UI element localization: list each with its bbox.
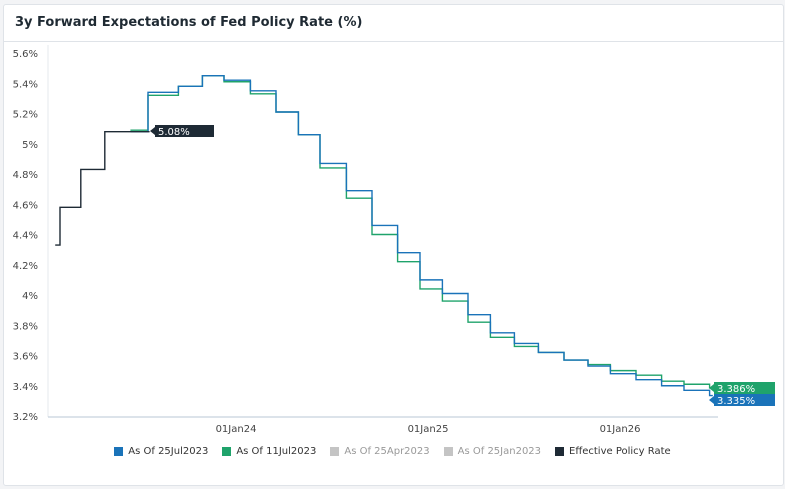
end-label-box <box>155 125 214 137</box>
series-line-as-of-11jul2023 <box>130 74 713 389</box>
end-label-text: 3.386% <box>717 384 755 395</box>
y-tick-label: 4.4% <box>13 231 38 242</box>
x-tick-label: 01Jan25 <box>408 424 449 435</box>
y-tick-label: 3.2% <box>13 412 38 423</box>
chart-card: 3y Forward Expectations of Fed Policy Ra… <box>3 4 784 486</box>
legend-swatch <box>555 447 565 456</box>
legend-label: As Of 25Apr2023 <box>344 446 430 457</box>
legend-item[interactable]: As Of 25Apr2023 <box>330 446 430 457</box>
end-label-box <box>714 382 775 394</box>
legend-label: As Of 25Jan2023 <box>457 446 542 457</box>
y-tick-label: 5.2% <box>13 110 38 121</box>
legend-swatch <box>222 447 232 456</box>
legend-swatch <box>443 447 453 456</box>
end-label-text: 5.08% <box>158 127 190 138</box>
legend-item[interactable]: As Of 25Jul2023 <box>114 446 208 457</box>
x-tick-label: 01Jan24 <box>216 424 257 435</box>
y-tick-label: 4% <box>22 291 38 302</box>
legend-swatch <box>330 447 340 456</box>
end-label-text: 3.335% <box>717 396 755 407</box>
end-label-pointer <box>709 384 714 392</box>
y-tick-label: 5% <box>22 140 38 151</box>
end-label-pointer <box>709 396 714 404</box>
y-tick-label: 4.6% <box>13 200 38 211</box>
series-line-as-of-25jul2023 <box>130 74 713 397</box>
legend: As Of 25Jul2023 As Of 11Jul2023 As Of 25Ap… <box>0 446 785 457</box>
series-line-effective-policy-rate <box>55 130 150 246</box>
legend-label: Effective Policy Rate <box>569 446 671 457</box>
y-tick-label: 4.8% <box>13 170 38 181</box>
y-tick-label: 4.2% <box>13 261 38 272</box>
legend-label: As Of 25Jul2023 <box>128 446 209 457</box>
legend-item[interactable]: Effective Policy Rate <box>555 446 671 457</box>
end-label-pointer <box>150 127 155 135</box>
legend-swatch <box>114 447 124 456</box>
y-tick-label: 3.8% <box>13 321 38 332</box>
legend-item[interactable]: As Of 25Jan2023 <box>443 446 542 457</box>
end-label-box <box>714 394 775 406</box>
chart-title: 3y Forward Expectations of Fed Policy Ra… <box>15 15 363 30</box>
divider <box>4 41 783 42</box>
x-tick-label: 01Jan26 <box>600 424 641 435</box>
legend-item[interactable]: As Of 11Jul2023 <box>222 446 316 457</box>
y-tick-label: 3.4% <box>13 382 38 393</box>
y-tick-label: 3.6% <box>13 352 38 363</box>
legend-label: As Of 11Jul2023 <box>236 446 317 457</box>
y-tick-label: 5.6% <box>13 49 38 60</box>
y-tick-label: 5.4% <box>13 79 38 90</box>
